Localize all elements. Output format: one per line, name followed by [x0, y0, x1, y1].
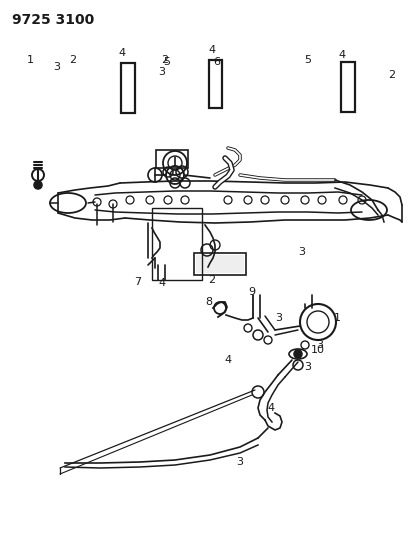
Text: 3: 3: [316, 340, 323, 350]
Text: 7: 7: [134, 277, 141, 287]
Text: 5: 5: [164, 57, 171, 67]
Text: 4: 4: [268, 403, 275, 413]
Text: 3: 3: [159, 67, 166, 77]
Text: 2: 2: [208, 275, 215, 285]
Text: 9: 9: [248, 287, 256, 297]
Text: 5: 5: [305, 55, 312, 65]
Text: 4: 4: [338, 50, 346, 60]
Text: 4: 4: [208, 45, 215, 55]
Text: 4: 4: [118, 48, 126, 58]
Text: 10: 10: [311, 345, 325, 355]
Text: 3: 3: [298, 247, 305, 257]
Text: 4: 4: [158, 278, 166, 288]
Text: 3: 3: [305, 362, 312, 372]
Bar: [341, 62, 355, 112]
Text: 2: 2: [162, 55, 169, 65]
Text: 4: 4: [224, 355, 231, 365]
Bar: [156, 150, 188, 168]
Circle shape: [34, 181, 42, 189]
Text: 1: 1: [26, 55, 34, 65]
Bar: [152, 208, 202, 280]
Bar: [196, 255, 244, 273]
Text: 3: 3: [53, 62, 60, 72]
Text: 3: 3: [275, 313, 282, 323]
Text: 2: 2: [388, 70, 395, 80]
Bar: [209, 60, 222, 108]
Text: 9725 3100: 9725 3100: [12, 13, 94, 27]
Text: 2: 2: [69, 55, 76, 65]
Bar: [121, 63, 135, 113]
Circle shape: [294, 350, 302, 358]
Text: 1: 1: [333, 313, 340, 323]
Text: 6: 6: [213, 57, 220, 67]
Text: 3: 3: [236, 457, 243, 467]
Bar: [194, 253, 246, 275]
Text: 8: 8: [206, 297, 212, 307]
